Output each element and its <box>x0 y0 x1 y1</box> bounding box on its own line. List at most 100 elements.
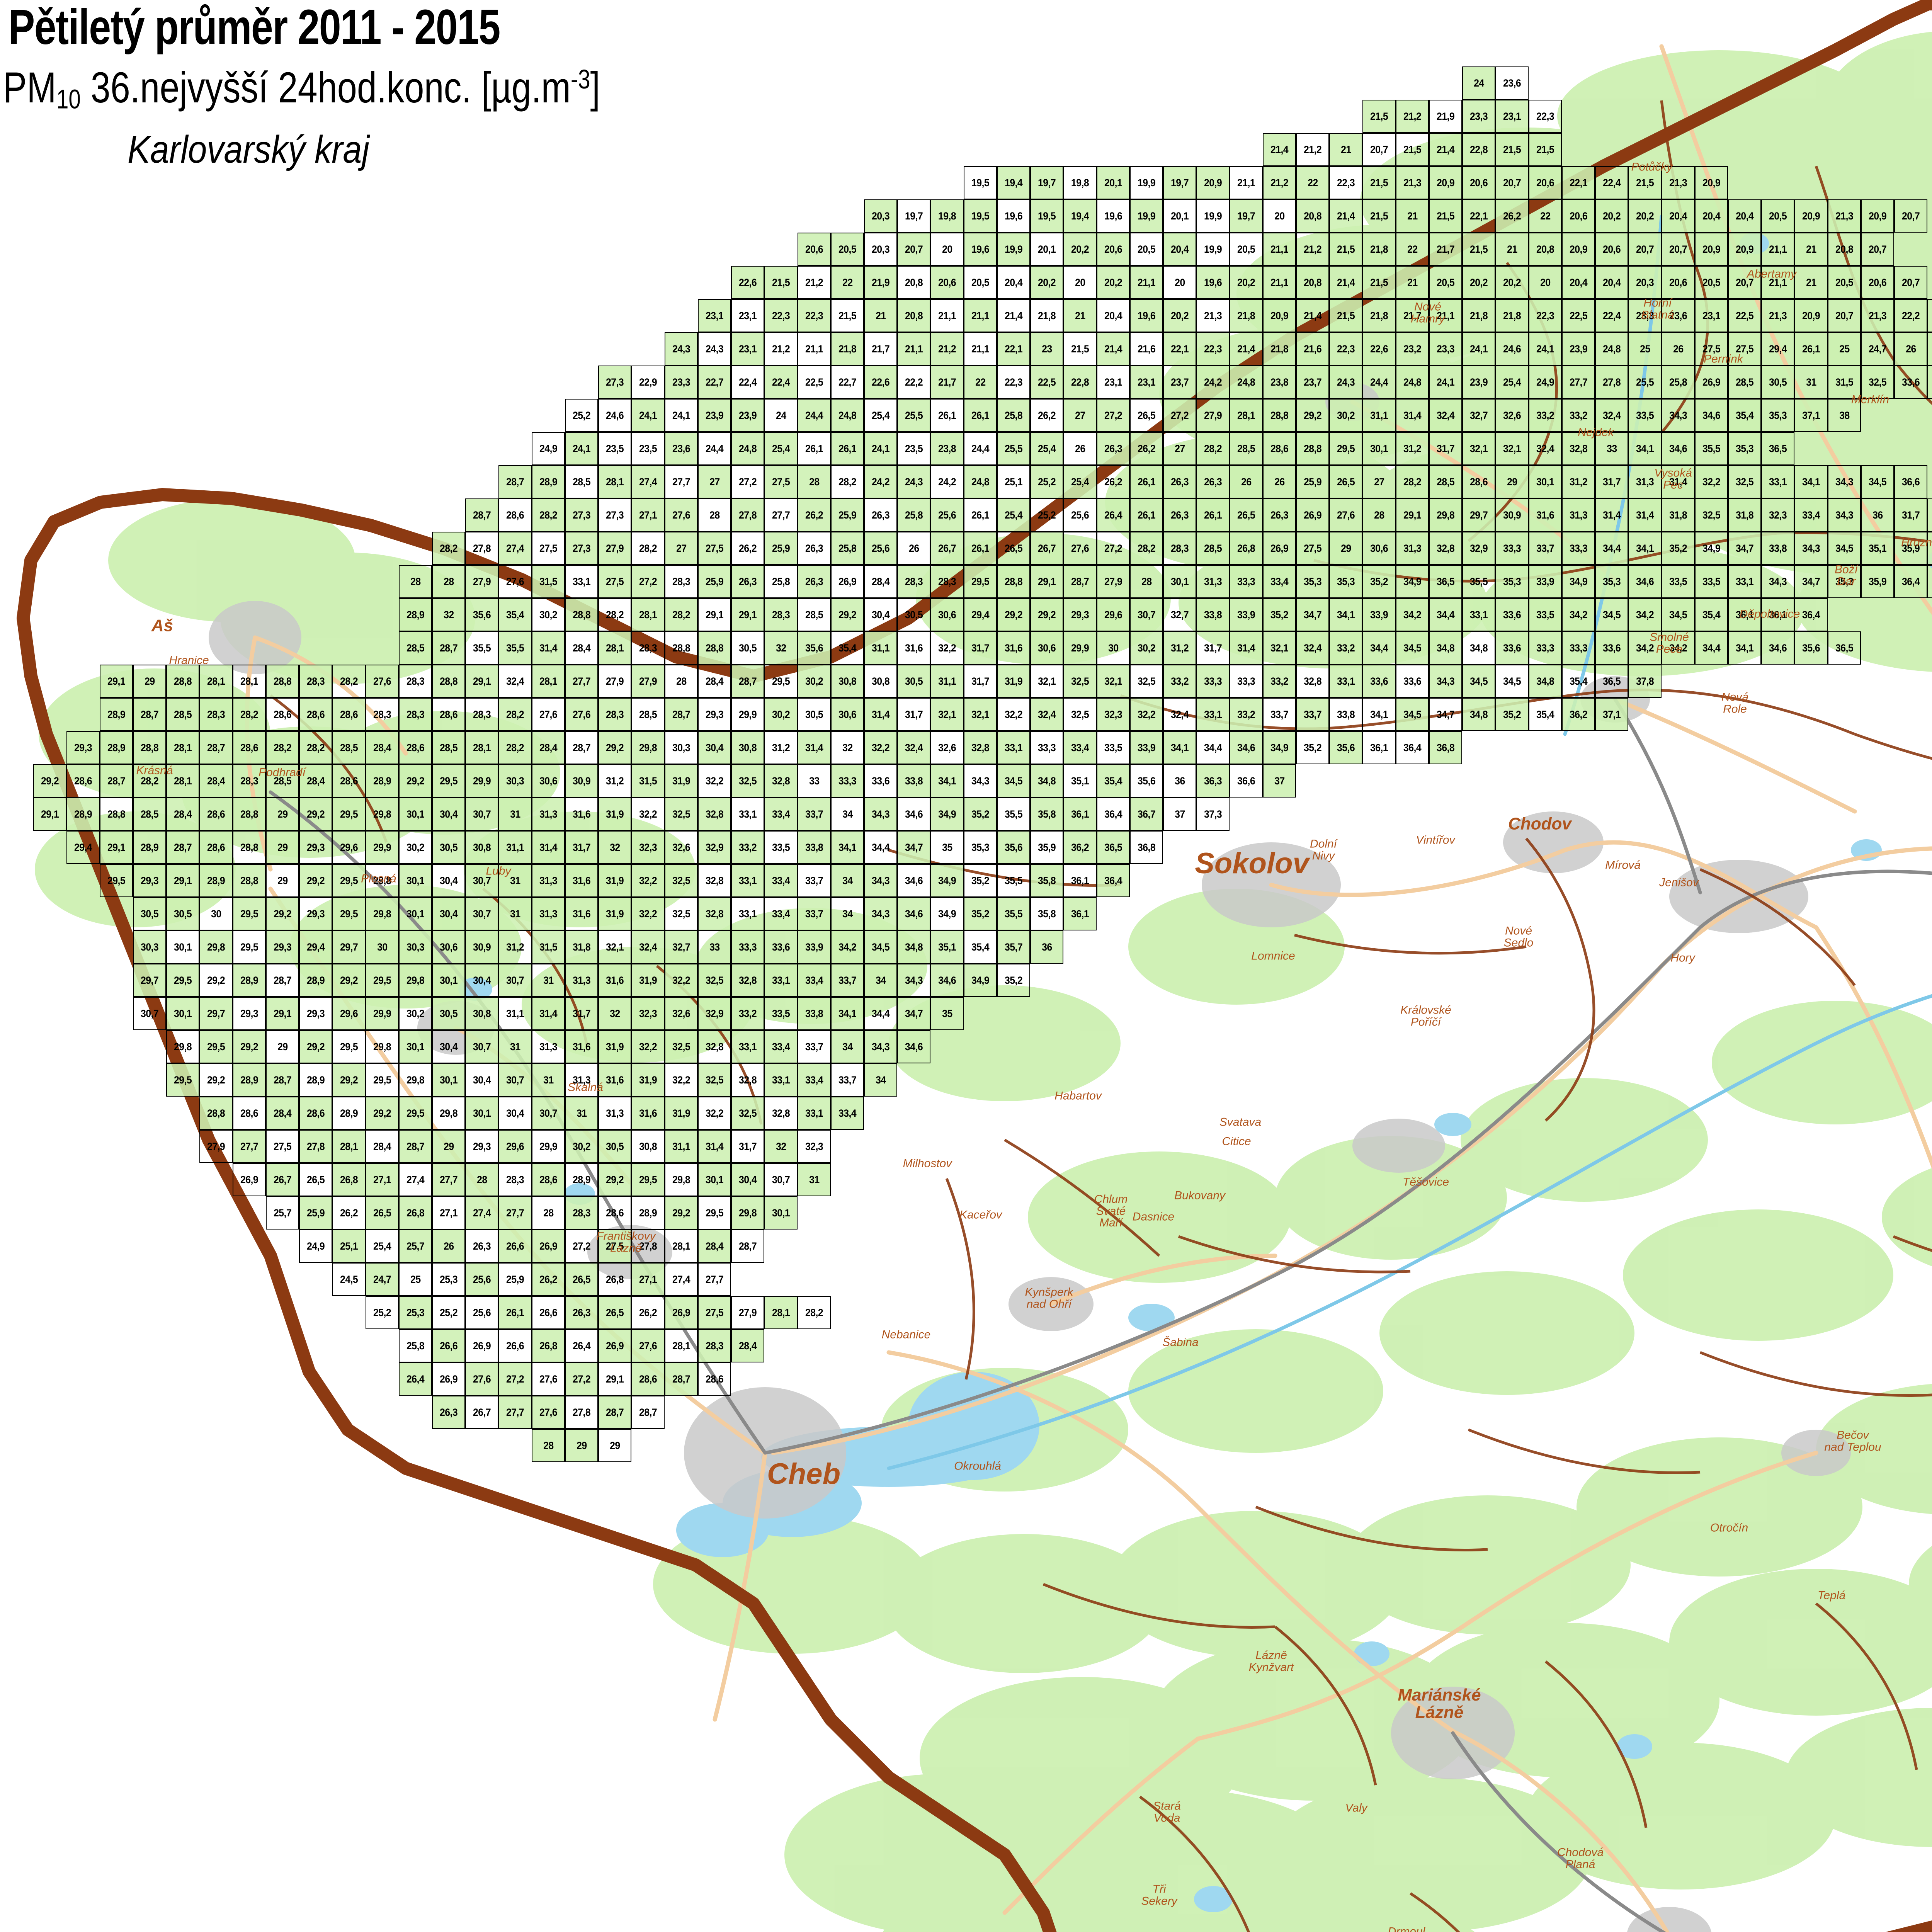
grid-cell: 28,5 <box>1728 366 1761 399</box>
grid-cell: 35,2 <box>964 897 997 930</box>
grid-cell: 35,5 <box>1462 565 1495 598</box>
grid-cell: 37,3 <box>1196 798 1230 831</box>
grid-cell: 34,4 <box>864 997 897 1030</box>
grid-cell-value: 24,3 <box>705 343 724 355</box>
grid-cell-value: 25,9 <box>1303 476 1322 488</box>
grid-cell: 34,3 <box>864 864 897 897</box>
grid-cell-value: 31,9 <box>605 908 624 920</box>
grid-cell-value: 35,1 <box>1868 542 1887 554</box>
grid-cell-value: 34,2 <box>1403 609 1422 621</box>
grid-cell-value: 27,5 <box>1735 343 1754 355</box>
grid-cell: 33,1 <box>997 731 1030 764</box>
grid-cell-value: 20,6 <box>1868 276 1887 288</box>
grid-cell: 31,7 <box>964 665 997 698</box>
grid-cell-value: 33,8 <box>805 1007 823 1019</box>
grid-cell-value: 28,5 <box>406 642 425 654</box>
grid-cell: 27,5 <box>598 1230 631 1263</box>
grid-cell: 21,1 <box>897 332 930 366</box>
grid-cell-value: 27,9 <box>473 575 491 587</box>
grid-cell: 25,9 <box>1296 465 1329 498</box>
grid-cell: 23,6 <box>1495 66 1529 100</box>
grid-cell: 32,5 <box>1861 366 1894 399</box>
pollutant-metric-title: PM10 36.nejvyšší 24hod.konc. [µg.m-3] <box>3 65 600 113</box>
grid-cell-value: 33,3 <box>1037 742 1056 753</box>
grid-cell-value: 21,1 <box>905 343 923 355</box>
grid-cell-value: 34,3 <box>971 775 990 787</box>
grid-cell: 27,4 <box>399 1163 432 1196</box>
grid-cell: 21,8 <box>1263 332 1296 366</box>
grid-cell-value: 23,6 <box>1503 77 1521 89</box>
grid-cell: 24,8 <box>1396 366 1429 399</box>
grid-cell: 20,5 <box>964 266 997 299</box>
grid-cell: 20,7 <box>897 233 930 266</box>
grid-cell-value: 29,2 <box>340 1074 358 1086</box>
grid-cell: 27,4 <box>631 465 665 498</box>
grid-cell: 26 <box>897 532 930 565</box>
grid-cell: 33,6 <box>1362 665 1396 698</box>
grid-cell: 36,5 <box>1761 432 1794 465</box>
grid-cell: 21,1 <box>964 332 997 366</box>
grid-cell: 26 <box>432 1230 465 1263</box>
grid-cell-value: 23,7 <box>1170 376 1189 388</box>
grid-cell: 23,7 <box>1296 366 1329 399</box>
grid-cell: 36,5 <box>1097 831 1130 864</box>
grid-cell-value: 30,1 <box>439 1074 458 1086</box>
grid-cell: 33,1 <box>1761 465 1794 498</box>
grid-cell: 28,6 <box>199 831 233 864</box>
grid-cell-value: 23,5 <box>639 442 657 454</box>
grid-cell-value: 32 <box>609 841 620 853</box>
grid-cell-value: 29,3 <box>140 874 159 886</box>
grid-cell: 31,4 <box>1595 498 1628 532</box>
grid-cell-value: 28,3 <box>506 1173 524 1185</box>
grid-cell: 28,7 <box>498 465 532 498</box>
grid-cell-value: 20,1 <box>1037 243 1056 255</box>
grid-cell: 27,5 <box>698 532 731 565</box>
grid-cell: 34,4 <box>1429 598 1462 631</box>
grid-cell: 28,2 <box>1927 332 1932 366</box>
grid-cell: 20,9 <box>1695 166 1728 199</box>
grid-cell-value: 33 <box>809 775 820 787</box>
grid-cell-value: 22 <box>1407 243 1418 255</box>
grid-cell-value: 35,2 <box>971 908 990 920</box>
grid-cell-value: 27,5 <box>705 1306 724 1318</box>
grid-cell-value: 28,3 <box>406 675 425 687</box>
grid-cell-value: 29,8 <box>373 1041 391 1053</box>
grid-cell-value: 21 <box>1340 143 1351 155</box>
grid-cell: 26,2 <box>731 532 764 565</box>
grid-cell-value: 31,4 <box>1403 409 1422 421</box>
grid-cell-value: 24,1 <box>572 442 591 454</box>
grid-cell-value: 28,6 <box>639 1373 657 1385</box>
grid-cell: 25,8 <box>997 399 1030 432</box>
grid-cell: 28,8 <box>233 864 266 897</box>
grid-cell-value: 31,7 <box>572 841 591 853</box>
grid-cell-value: 21,1 <box>1270 276 1289 288</box>
grid-cell-value: 36,4 <box>1802 609 1820 621</box>
grid-cell: 20,2 <box>1628 199 1662 233</box>
grid-cell-value: 32,4 <box>1170 708 1189 720</box>
grid-cell-value: 29 <box>609 1439 620 1451</box>
grid-cell-value: 28,2 <box>1204 442 1222 454</box>
grid-cell: 26,3 <box>565 1296 598 1329</box>
grid-cell-value: 30 <box>377 941 388 953</box>
grid-cell-value: 26,2 <box>340 1207 358 1219</box>
grid-cell: 34,9 <box>1695 532 1728 565</box>
grid-cell: 26,9 <box>465 1329 498 1362</box>
grid-cell: 29,5 <box>366 964 399 997</box>
grid-cell: 33,9 <box>1529 565 1562 598</box>
grid-cell: 30,6 <box>930 598 964 631</box>
grid-cell-value: 31,3 <box>1569 509 1588 521</box>
grid-cell-value: 33,3 <box>1569 542 1588 554</box>
grid-cell-value: 25,9 <box>838 509 857 521</box>
grid-cell-value: 20,7 <box>905 243 923 255</box>
grid-cell-value: 34,6 <box>1769 642 1787 654</box>
grid-cell: 33,2 <box>1562 399 1595 432</box>
grid-cell: 28,3 <box>299 665 332 698</box>
grid-cell: 21,7 <box>864 332 897 366</box>
grid-cell-value: 34,1 <box>1636 442 1654 454</box>
grid-cell: 36,1 <box>1761 598 1794 631</box>
grid-cell: 36,6 <box>1894 465 1927 498</box>
grid-cell-value: 21,2 <box>1303 143 1322 155</box>
grid-cell: 28,6 <box>199 798 233 831</box>
grid-cell-value: 30,3 <box>672 742 690 753</box>
grid-cell: 29,9 <box>1063 631 1097 665</box>
